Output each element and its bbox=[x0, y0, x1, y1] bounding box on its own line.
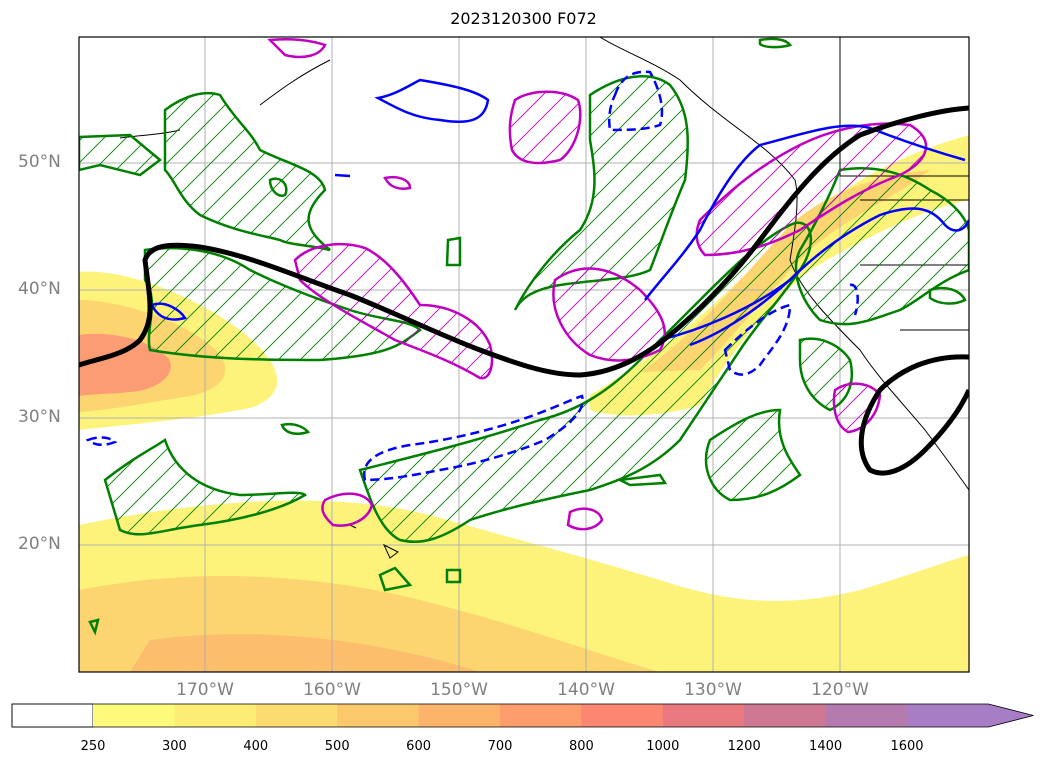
black-contours bbox=[79, 105, 969, 476]
colorbar-outline bbox=[11, 703, 1034, 728]
colorbar-tick-label: 600 bbox=[406, 739, 432, 754]
blue-contours bbox=[150, 78, 969, 347]
lon-label: 150°W bbox=[430, 680, 488, 700]
lat-label: 40°N bbox=[18, 279, 61, 299]
colorbar-tick-label: 300 bbox=[161, 739, 187, 754]
colorbar-tick-label: 700 bbox=[487, 739, 513, 754]
colorbar-segment bbox=[255, 704, 338, 727]
lon-label: 140°W bbox=[557, 680, 615, 700]
colorbar bbox=[11, 703, 1034, 728]
lon-label: 160°W bbox=[303, 680, 361, 700]
blue-dashed-contours bbox=[85, 70, 859, 482]
colorbar-tick-label: 250 bbox=[80, 739, 106, 754]
colorbar-tick-label: 1200 bbox=[727, 739, 761, 754]
colorbar-tick-label: 400 bbox=[243, 739, 269, 754]
colorbar-segment bbox=[500, 704, 582, 727]
colorbar-under bbox=[11, 703, 94, 728]
colorbar-segment bbox=[581, 704, 664, 727]
colorbar-segment bbox=[418, 704, 501, 727]
lon-label: 130°W bbox=[684, 680, 742, 700]
lon-label: 170°W bbox=[176, 680, 234, 700]
lat-label: 50°N bbox=[18, 152, 61, 172]
lon-label: 120°W bbox=[811, 680, 869, 700]
colorbar-segment bbox=[825, 704, 908, 727]
lat-label: 30°N bbox=[18, 407, 61, 427]
map-frame bbox=[78, 36, 970, 673]
colorbar-segment bbox=[174, 704, 257, 727]
colorbar-tick-label: 1400 bbox=[809, 739, 843, 754]
colorbar-segment bbox=[662, 704, 745, 727]
colorbar-segment bbox=[744, 704, 827, 727]
colorbar-segment bbox=[337, 704, 420, 727]
colorbar-tick-label: 1000 bbox=[646, 739, 680, 754]
colorbar-tick-label: 1600 bbox=[890, 739, 924, 754]
colorbar-segment bbox=[93, 704, 175, 727]
map-title: 2023120300 F072 bbox=[450, 9, 597, 28]
colorbar-tick-label: 500 bbox=[324, 739, 350, 754]
colorbar-tick-label: 800 bbox=[568, 739, 594, 754]
lat-label: 20°N bbox=[18, 534, 61, 554]
colorbar-extend-arrow bbox=[907, 704, 1034, 727]
